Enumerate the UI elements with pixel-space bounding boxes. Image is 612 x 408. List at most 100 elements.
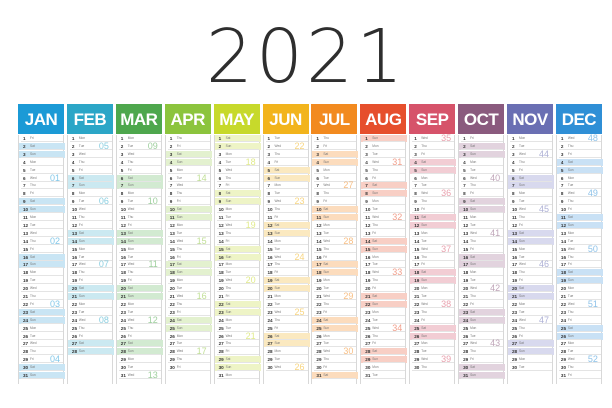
week-number: 02 (49, 235, 60, 246)
day-number: 20 (560, 286, 567, 292)
day-row: 12 Sun (556, 221, 603, 229)
week-number: 01 (49, 172, 60, 183)
day-number: 16 (365, 254, 371, 260)
day-row: 5 Mon (166, 167, 212, 174)
day-name: Thu (323, 357, 329, 362)
day-row: 24 Tue (361, 317, 407, 324)
day-name: Sun (323, 325, 330, 330)
day-number: 7 (512, 183, 515, 189)
day-row: 16 Mon (361, 254, 407, 261)
day-number: 9 (560, 199, 564, 205)
day-name: Fri (30, 357, 34, 362)
day-name: Sun (519, 183, 525, 188)
day-number: 30 (463, 365, 469, 371)
day-number: 14 (120, 238, 126, 244)
day-name: Mon (176, 222, 183, 227)
day-number: 14 (512, 238, 518, 244)
day-number: 19 (316, 278, 322, 284)
day-row: 3 Sat (165, 150, 212, 158)
day-name: Mon (470, 159, 477, 164)
day-row: 20 Fri (361, 285, 407, 293)
day-row: 5 Tue (459, 167, 505, 174)
day-name: Tue (176, 230, 183, 235)
day-row: 24 Wed (68, 317, 114, 324)
day-number: 3 (23, 151, 26, 157)
day-row: 7 Wed (312, 182, 358, 190)
day-row: 20 Mon (410, 285, 456, 293)
day-name: Tue (567, 238, 574, 243)
day-row: 30 Sat (19, 364, 65, 372)
day-name: Wed (30, 230, 37, 235)
day-name: Sun (127, 238, 134, 243)
day-number: 22 (414, 301, 420, 307)
day-name: Mon (225, 373, 232, 377)
week-number: 17 (196, 346, 207, 357)
day-row: 21 Sun (67, 293, 114, 300)
day-number: 5 (169, 167, 173, 173)
day-number: 12 (267, 222, 273, 228)
day-name: Thu (421, 254, 427, 259)
day-row: 11 Thu (508, 214, 554, 221)
day-row: 16 Sat (459, 253, 506, 261)
day-row: 1 Sun (361, 135, 408, 142)
day-number: 21 (463, 294, 469, 299)
day-row: 30 Tue (508, 364, 554, 372)
day-row: 22 Wed (410, 301, 456, 308)
day-name: Mon (519, 246, 526, 251)
day-row: 21 Wed (312, 293, 358, 300)
day-row: 10 Wed (508, 206, 554, 214)
day-number: 14 (218, 238, 224, 244)
day-name: Wed (274, 199, 282, 204)
day-name: Sun (127, 183, 134, 188)
day-number: 11 (316, 215, 322, 220)
day-row: 30 Fri (312, 364, 358, 372)
day-row: 25 Tue (215, 325, 261, 332)
day-row: 16 Thu (410, 254, 456, 261)
day-name: Thu (323, 246, 329, 251)
day-row: 1 Tue (264, 135, 310, 142)
day-number: 10 (267, 207, 273, 213)
day-number: 3 (463, 151, 466, 157)
day-name: Mon (567, 230, 575, 235)
day-name: Thu (372, 333, 378, 338)
day-row: 26 Mon (166, 333, 212, 340)
day-row: 27 Tue (312, 340, 358, 348)
day-name: Fri (567, 317, 572, 322)
day-row: 3 Wed (508, 151, 554, 158)
day-row: 30 Sat (459, 364, 506, 372)
day-row: 22 Tue (264, 301, 310, 308)
day-name: Sun (421, 167, 427, 172)
day-name: Sat (274, 167, 280, 172)
day-row: 22 Fri (19, 301, 65, 308)
day-name: Tue (78, 143, 85, 148)
day-name: Tue (470, 167, 476, 172)
day-number: 6 (71, 175, 75, 181)
week-number: 19 (245, 219, 256, 230)
day-row: 5 Mon (312, 167, 358, 174)
day-number: 9 (414, 199, 417, 205)
day-name: Thu (176, 301, 183, 306)
day-number: 1 (169, 136, 173, 141)
day-number: 30 (169, 365, 175, 371)
day-name: Sat (323, 207, 329, 212)
day-name: Thu (78, 215, 85, 219)
day-number: 2 (365, 143, 368, 149)
day-number: 4 (560, 159, 564, 165)
day-name: Sat (274, 222, 280, 227)
day-number: 23 (560, 309, 567, 315)
day-number: 24 (169, 317, 175, 323)
day-row: 24 Sun (459, 316, 506, 324)
month-header: FEB (66, 104, 113, 134)
day-name: Tue (127, 254, 134, 259)
day-number: 18 (365, 270, 371, 276)
day-number: 7 (71, 183, 75, 189)
day-row: 8 Mon (68, 190, 114, 198)
day-row: 23 Sat (19, 308, 65, 316)
day-name: Thu (372, 167, 378, 172)
day-name: Wed (176, 349, 184, 354)
day-number: 4 (463, 159, 466, 165)
day-name: Sat (78, 175, 84, 180)
day-row: 14 Sun (508, 237, 554, 245)
day-row: 16 Fri (312, 254, 358, 261)
day-name: Wed (421, 357, 428, 362)
